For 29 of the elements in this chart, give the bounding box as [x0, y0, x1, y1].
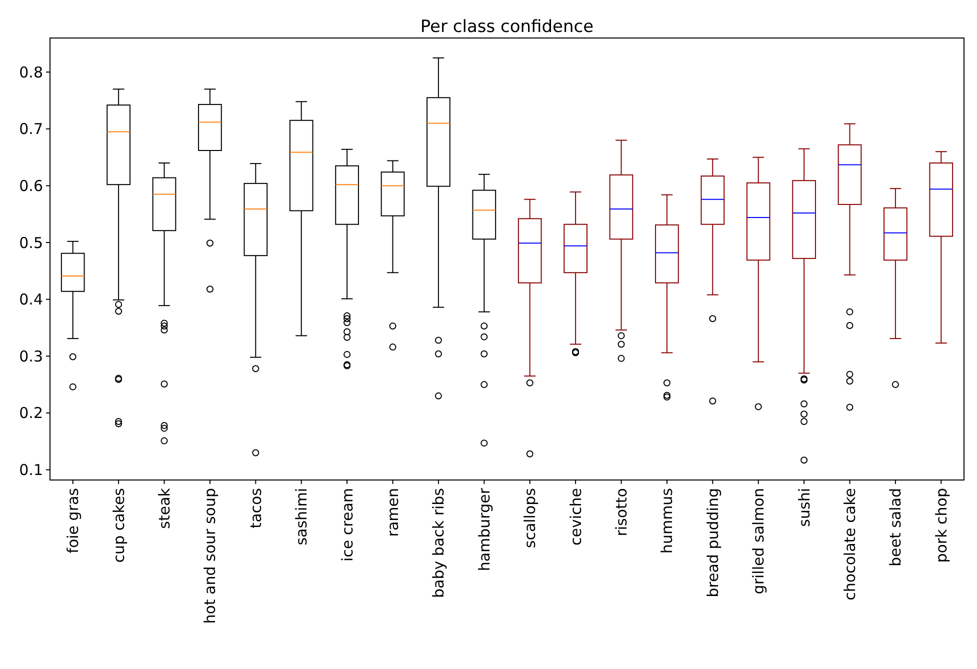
y-tick-label: 0.3: [19, 347, 43, 366]
x-tick-label: baby back ribs: [430, 488, 448, 598]
y-tick-label: 0.6: [19, 176, 43, 195]
x-tick-label: steak: [156, 488, 174, 529]
x-tick-label: hamburger: [475, 487, 494, 572]
x-tick-label: hummus: [658, 488, 676, 554]
x-tick-label: scallops: [521, 488, 540, 548]
chart-title: Per class confidence: [420, 17, 594, 37]
y-tick-label: 0.7: [19, 120, 43, 138]
x-tick-label: ice cream: [338, 488, 356, 562]
y-tick-label: 0.4: [19, 290, 43, 309]
x-tick-label: hot and sour soup: [201, 488, 220, 624]
x-tick-label: ramen: [384, 488, 402, 537]
x-tick-label: tacos: [246, 488, 265, 528]
x-tick-label: beet salad: [886, 488, 905, 567]
y-tick-label: 0.1: [19, 461, 43, 480]
x-tick-label: sushi: [795, 488, 814, 527]
x-tick-label: risotto: [612, 488, 630, 536]
x-tick-label: pork chop: [932, 488, 950, 563]
y-tick-label: 0.8: [19, 63, 43, 82]
x-tick-label: ceviche: [566, 488, 585, 546]
x-tick-label: grilled salmon: [750, 488, 768, 594]
x-tick-label: bread pudding: [704, 488, 722, 598]
x-tick-label: chocolate cake: [841, 488, 859, 600]
x-tick-label: foie gras: [64, 488, 82, 554]
x-tick-label: cup cakes: [110, 488, 128, 563]
x-tick-label: sashimi: [292, 488, 311, 546]
y-tick-label: 0.5: [19, 234, 43, 252]
y-tick-label: 0.2: [19, 404, 43, 422]
